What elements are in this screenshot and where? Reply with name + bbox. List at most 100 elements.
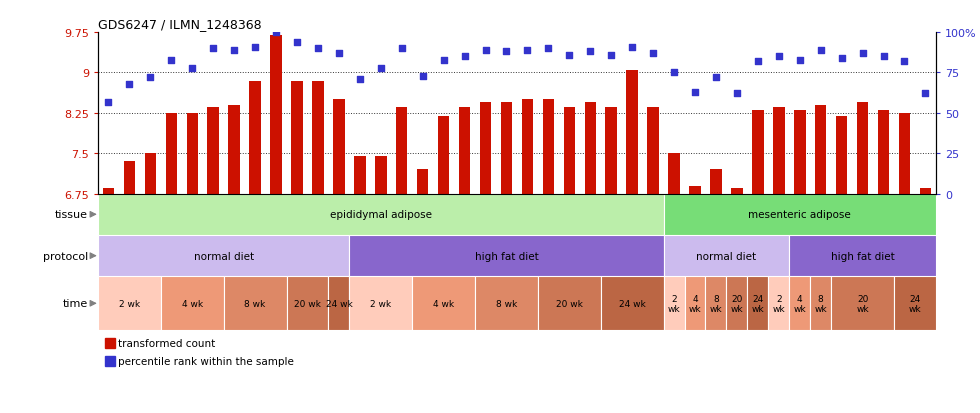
Point [541, 46, 557, 52]
Text: 8
wk: 8 wk [814, 294, 827, 313]
Text: 2
wk: 2 wk [772, 294, 785, 313]
Point [666, 70, 682, 76]
Point [247, 44, 263, 51]
Text: tissue: tissue [55, 210, 88, 220]
Point [101, 99, 117, 106]
Bar [836, 116, 848, 194]
Bar [123, 162, 135, 194]
Point [834, 55, 850, 62]
Bar [815, 105, 826, 194]
Bar [208, 108, 219, 194]
Bar [249, 81, 261, 194]
Text: 8 wk: 8 wk [496, 299, 517, 308]
Bar [521, 100, 533, 194]
Point [310, 46, 325, 52]
FancyBboxPatch shape [768, 277, 789, 330]
Bar [689, 186, 701, 194]
Point [519, 47, 535, 54]
Bar [919, 189, 931, 194]
Text: 24
wk: 24 wk [908, 294, 921, 313]
FancyBboxPatch shape [350, 235, 663, 277]
FancyBboxPatch shape [726, 277, 748, 330]
FancyBboxPatch shape [161, 277, 223, 330]
Text: 20
wk: 20 wk [730, 294, 743, 313]
Point [709, 75, 724, 81]
Point [687, 89, 703, 96]
Point [373, 65, 389, 72]
Bar [270, 36, 282, 194]
Text: 8 wk: 8 wk [244, 299, 266, 308]
FancyBboxPatch shape [663, 277, 684, 330]
Text: 8
wk: 8 wk [710, 294, 722, 313]
Text: 20 wk: 20 wk [294, 299, 320, 308]
FancyBboxPatch shape [350, 277, 413, 330]
Bar [480, 103, 491, 194]
Bar [291, 81, 303, 194]
Bar [313, 81, 323, 194]
Point [499, 49, 514, 56]
FancyBboxPatch shape [413, 277, 475, 330]
FancyBboxPatch shape [684, 277, 706, 330]
FancyBboxPatch shape [748, 277, 768, 330]
Text: 20
wk: 20 wk [857, 294, 869, 313]
Bar [103, 189, 115, 194]
FancyBboxPatch shape [98, 194, 663, 235]
Text: normal diet: normal diet [697, 251, 757, 261]
Bar [731, 189, 743, 194]
Bar [564, 108, 575, 194]
Text: 24
wk: 24 wk [752, 294, 764, 313]
Text: normal diet: normal diet [194, 251, 254, 261]
FancyBboxPatch shape [831, 277, 894, 330]
Text: high fat diet: high fat diet [831, 251, 895, 261]
Bar [857, 103, 868, 194]
Bar [459, 108, 470, 194]
Bar [752, 111, 763, 194]
Bar [501, 103, 513, 194]
FancyBboxPatch shape [98, 277, 161, 330]
Bar [773, 108, 785, 194]
Text: transformed count: transformed count [118, 338, 215, 348]
Point [436, 57, 452, 64]
Point [750, 59, 765, 65]
FancyBboxPatch shape [894, 277, 936, 330]
Bar [396, 108, 408, 194]
Point [184, 65, 200, 72]
Text: high fat diet: high fat diet [474, 251, 538, 261]
Text: time: time [63, 299, 88, 309]
Point [289, 39, 305, 46]
Text: 2 wk: 2 wk [370, 299, 391, 308]
Bar [899, 114, 910, 194]
Point [876, 54, 892, 60]
Point [164, 57, 179, 64]
Point [771, 54, 787, 60]
Point [812, 47, 828, 54]
Point [604, 52, 619, 59]
FancyBboxPatch shape [475, 277, 538, 330]
FancyBboxPatch shape [663, 235, 789, 277]
Text: 4
wk: 4 wk [794, 294, 807, 313]
FancyBboxPatch shape [706, 277, 726, 330]
Bar [416, 170, 428, 194]
Bar [648, 108, 659, 194]
Point [206, 46, 221, 52]
Point [352, 76, 368, 83]
Bar [438, 116, 450, 194]
Text: mesenteric adipose: mesenteric adipose [749, 210, 851, 220]
Point [415, 73, 430, 80]
Point [792, 57, 808, 64]
Bar [354, 157, 366, 194]
Text: 4 wk: 4 wk [181, 299, 203, 308]
Text: epididymal adipose: epididymal adipose [330, 210, 432, 220]
Bar [794, 111, 806, 194]
Text: percentile rank within the sample: percentile rank within the sample [118, 356, 293, 366]
Point [729, 91, 745, 97]
FancyBboxPatch shape [328, 277, 350, 330]
Point [269, 30, 284, 36]
Point [122, 81, 137, 88]
FancyBboxPatch shape [601, 277, 663, 330]
Point [855, 51, 870, 57]
Bar [166, 114, 177, 194]
Point [331, 51, 347, 57]
Point [226, 47, 242, 54]
Bar [878, 111, 889, 194]
